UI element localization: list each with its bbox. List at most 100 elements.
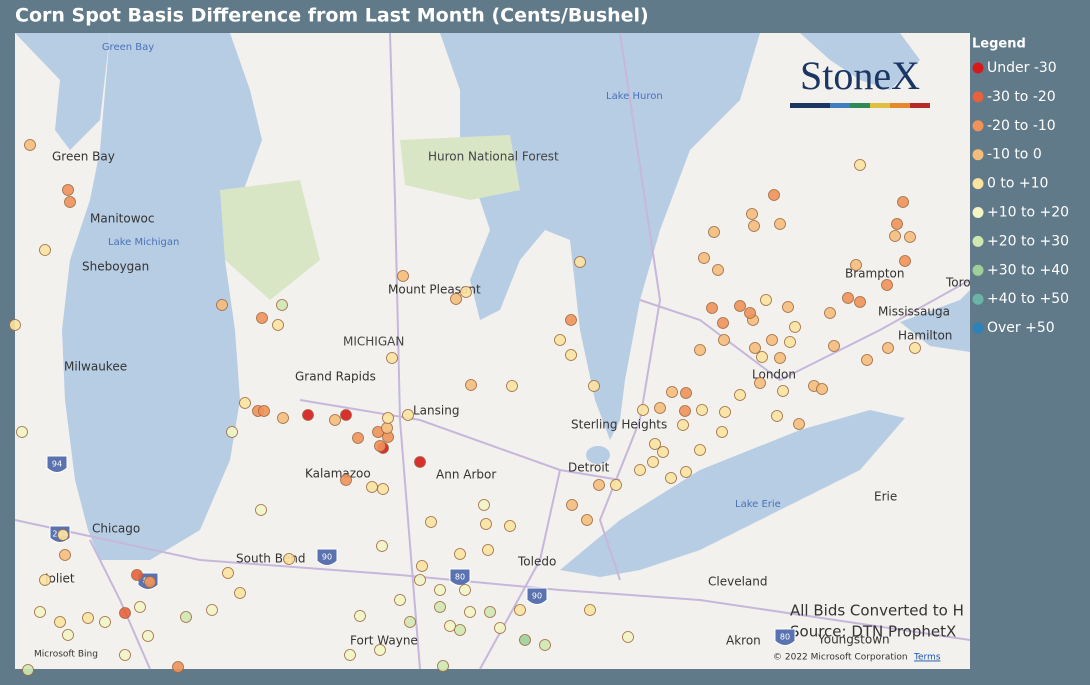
basis-dot [774, 218, 786, 230]
basis-dot [519, 634, 531, 646]
map-label: Green Bay [102, 42, 154, 53]
map-label: Grand Rapids [295, 370, 376, 384]
basis-dot [768, 189, 780, 201]
highway-shield [774, 628, 796, 646]
logo-bar [870, 103, 890, 108]
basis-dot [677, 419, 689, 431]
basis-dot [256, 312, 268, 324]
water [15, 33, 970, 577]
basis-dot [9, 319, 21, 331]
map-label: Sterling Heights [571, 418, 667, 432]
basis-dot [584, 604, 596, 616]
basis-dot [382, 412, 394, 424]
basis-dot [482, 544, 494, 556]
basis-dots [9, 139, 921, 676]
basis-dot [434, 584, 446, 596]
legend-title: Legend [972, 37, 1026, 52]
basis-dot [909, 342, 921, 354]
terms-link[interactable]: Terms [913, 653, 941, 663]
legend-swatch [972, 207, 984, 218]
basis-dot [748, 220, 760, 232]
basis-dot [277, 412, 289, 424]
basis-dot [434, 601, 446, 613]
basis-dot [62, 629, 74, 641]
basis-dot [649, 438, 661, 450]
legend-label: +40 to +50 [987, 291, 1069, 307]
basis-dot [854, 159, 866, 171]
basis-dot [234, 587, 246, 599]
basis-dot [437, 660, 449, 672]
basis-dot [352, 432, 364, 444]
basis-dot [59, 549, 71, 561]
copyright: © 2022 Microsoft Corporation [773, 653, 908, 663]
basis-dot [766, 334, 778, 346]
basis-dot [816, 383, 828, 395]
basis-dot [565, 349, 577, 361]
basis-dot [39, 244, 51, 256]
basis-dot [494, 622, 506, 634]
basis-dot [340, 474, 352, 486]
basis-dot [771, 410, 783, 422]
basis-dot [464, 606, 476, 618]
note: All Bids Converted to H [790, 602, 964, 620]
legend-swatch [972, 91, 984, 103]
basis-dot [414, 574, 426, 586]
basis-dot [719, 406, 731, 418]
basis-dot [593, 479, 605, 491]
basis-dot [416, 560, 428, 572]
basis-dot [554, 334, 566, 346]
note: Source: DTN ProphetX [790, 623, 956, 641]
basis-dot [465, 379, 477, 391]
basis-dot [746, 208, 758, 220]
basis-dot [414, 456, 426, 468]
basis-dot [782, 301, 794, 313]
map-label: Hamilton [898, 329, 952, 343]
map-label: Lansing [413, 404, 459, 418]
basis-dot [459, 584, 471, 596]
logo-bar [890, 103, 910, 108]
basis-dot [694, 344, 706, 356]
basis-dot [24, 139, 36, 151]
basis-dot [506, 380, 518, 392]
map-label: Lake Michigan [108, 237, 179, 248]
basis-dot [899, 255, 911, 267]
basis-dot [647, 456, 659, 468]
basis-dot [57, 529, 69, 541]
map-label: Chicago [92, 522, 140, 536]
legend-swatch [972, 120, 984, 132]
basis-dot [679, 405, 691, 417]
title: Corn Spot Basis Difference from Last Mon… [15, 5, 649, 27]
map-label: Brampton [845, 267, 904, 281]
basis-dot [478, 499, 490, 511]
basis-dot [239, 397, 251, 409]
basis-dot [39, 574, 51, 586]
basis-dot [789, 321, 801, 333]
basis-dot [62, 184, 74, 196]
roads [14, 32, 971, 670]
basis-dot [861, 354, 873, 366]
highway-shield [526, 587, 548, 605]
map-label: Ann Arbor [436, 468, 496, 482]
basis-dot [119, 607, 131, 619]
map-label: Toro [945, 276, 971, 290]
basis-dot [276, 299, 288, 311]
legend-label: +30 to +40 [987, 262, 1069, 278]
basis-dot [784, 336, 796, 348]
basis-dot [386, 352, 398, 364]
basis-dot [302, 409, 314, 421]
logo-text: StoneX [800, 53, 920, 98]
basis-dot [718, 334, 730, 346]
basis-dot [180, 611, 192, 623]
basis-dot [842, 292, 854, 304]
map-label: Lake Erie [735, 499, 781, 510]
basis-dot [206, 604, 218, 616]
legend-label: +10 to +20 [987, 205, 1069, 221]
basis-dot [374, 440, 386, 452]
logo-bar [850, 103, 870, 108]
map-label: Joliet [44, 572, 75, 586]
bing-attribution: Microsoft Bing [34, 650, 98, 660]
basis-dot [402, 409, 414, 421]
basis-dot [828, 340, 840, 352]
basis-dot [566, 499, 578, 511]
map-label: MICHIGAN [343, 335, 404, 349]
